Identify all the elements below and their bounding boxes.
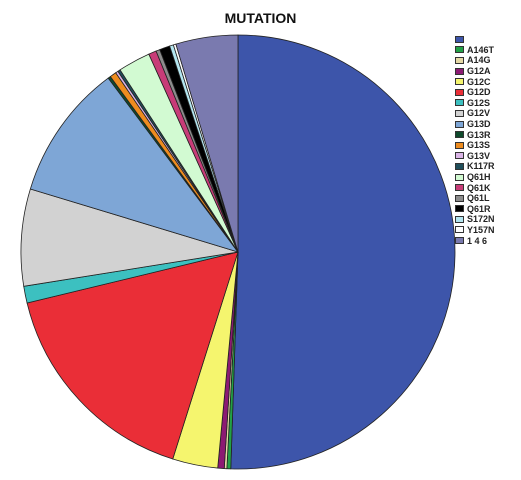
pie-slice-0 (230, 34, 456, 470)
legend-label: G13D (467, 119, 491, 130)
pie-slice-19 (175, 34, 239, 253)
legend-swatch (455, 141, 464, 149)
pie-slice-7 (20, 188, 239, 287)
legend-item: A14G (455, 55, 495, 66)
legend-label: Q61R (467, 203, 491, 214)
legend-label: Y157N (467, 224, 495, 235)
pie-slice-5 (26, 251, 239, 460)
legend-item: G13V (455, 151, 495, 162)
legend-swatch (455, 120, 464, 128)
legend-swatch (455, 173, 464, 181)
legend-item: S172N (455, 214, 495, 225)
legend-swatch (455, 67, 464, 75)
legend-label: S172N (467, 214, 495, 225)
legend-swatch (455, 194, 464, 202)
legend-label: Q61H (467, 172, 491, 183)
legend-swatch (455, 162, 464, 170)
legend-label: G13S (467, 140, 491, 151)
legend-item: G13R (455, 129, 495, 140)
legend-item: Q61K (455, 182, 495, 193)
chart-legend: A146T A14G G12A G12C G12D G12S G12V G13D G13R G13… (455, 34, 495, 246)
legend-swatch (455, 184, 464, 192)
legend-swatch (455, 152, 464, 160)
legend-label: G12A (467, 66, 491, 77)
legend-swatch (455, 56, 464, 64)
legend-label: G12S (467, 97, 491, 108)
legend-label: G12C (467, 76, 491, 87)
legend-label: A146T (467, 44, 495, 55)
legend-item: G12V (455, 108, 495, 119)
legend-item: 1 4 6 (455, 235, 495, 246)
legend-item: G12A (455, 66, 495, 77)
legend-label: 1 4 6 (467, 235, 488, 246)
legend-item: G12S (455, 98, 495, 109)
legend-swatch (455, 237, 464, 245)
legend-label: G13V (467, 150, 491, 161)
legend-item: A146T (455, 45, 495, 56)
legend-item: Y157N (455, 225, 495, 236)
pie-slice-8 (29, 77, 240, 253)
legend-swatch (455, 78, 464, 86)
legend-label: K117R (467, 161, 495, 172)
legend-label: Q61K (467, 182, 491, 193)
legend-swatch (455, 109, 464, 117)
legend-item: G13D (455, 119, 495, 130)
legend-label: Q61L (467, 193, 490, 204)
legend-label: A14G (467, 55, 491, 66)
legend-item (455, 34, 495, 45)
legend-swatch (455, 88, 464, 96)
legend-item: Q61L (455, 193, 495, 204)
legend-swatch (455, 131, 464, 139)
legend-swatch (455, 99, 464, 107)
legend-label: G13R (467, 129, 491, 140)
legend-item: K117R (455, 161, 495, 172)
legend-item: G12D (455, 87, 495, 98)
legend-label: G12V (467, 108, 491, 119)
legend-swatch (455, 35, 464, 43)
legend-label: G12D (467, 87, 491, 98)
legend-swatch (455, 46, 464, 54)
legend-swatch (455, 226, 464, 234)
legend-item: Q61H (455, 172, 495, 183)
chart-title: MUTATION (224, 10, 297, 26)
legend-swatch (455, 205, 464, 213)
legend-item: Q61R (455, 204, 495, 215)
legend-item: G13S (455, 140, 495, 151)
legend-item: G12C (455, 76, 495, 87)
legend-swatch (455, 215, 464, 223)
